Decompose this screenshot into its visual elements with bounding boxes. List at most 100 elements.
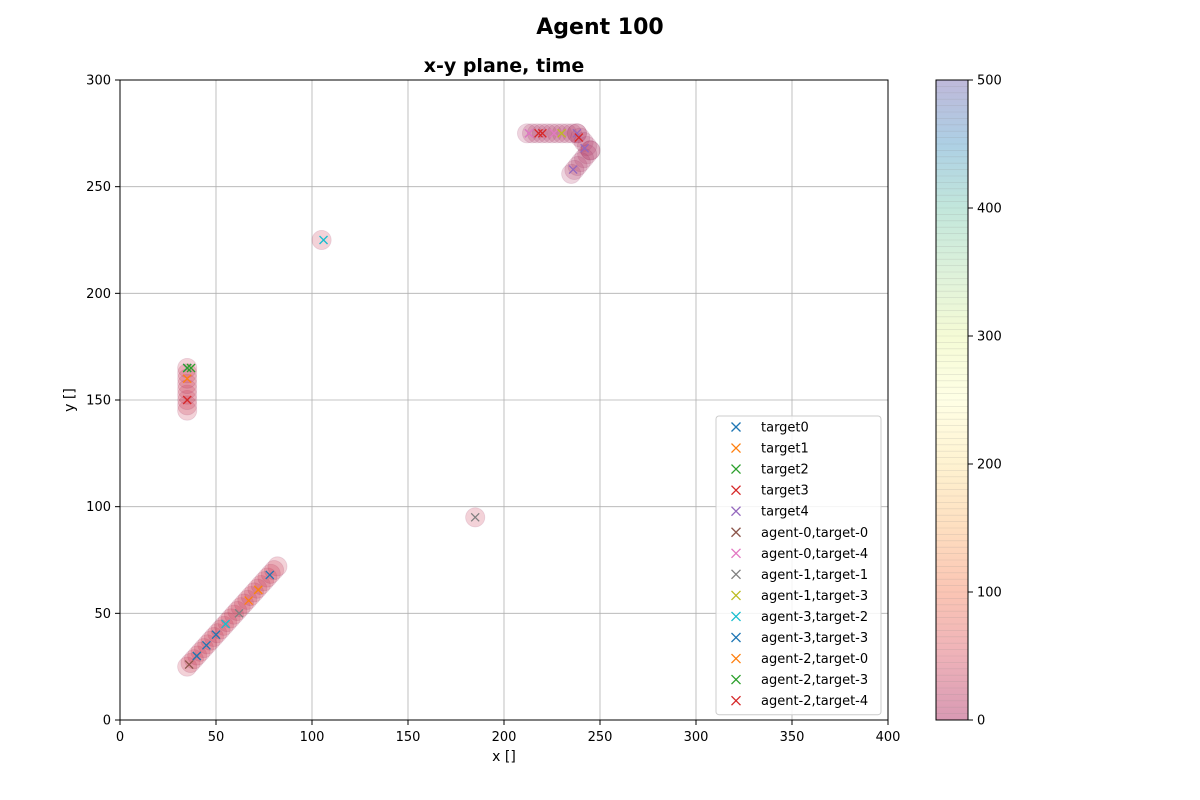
x-marker (731, 695, 741, 706)
x-marker (182, 374, 192, 384)
y-tick-label: 200 (86, 287, 111, 302)
legend-entry: target0 (731, 421, 809, 436)
x-marker (182, 395, 192, 405)
x-marker (731, 506, 741, 517)
trajectory-dot (223, 604, 244, 625)
x-tick-label: 350 (780, 730, 805, 745)
trajectory-dot (517, 123, 538, 144)
trajectory-dot (580, 140, 601, 161)
trajectory-dot (177, 379, 198, 400)
trajectory-dot (577, 144, 598, 165)
colorbar-tick-label: 200 (977, 458, 1002, 473)
legend-label: agent-2,target-3 (761, 673, 868, 688)
figure-suptitle: Agent 100 (536, 15, 663, 40)
y-tick-label: 0 (103, 714, 111, 729)
legend-label: agent-0,target-0 (761, 526, 868, 541)
x-tick-label: 50 (208, 730, 225, 745)
legend-label: agent-1,target-3 (761, 589, 868, 604)
y-tick-label: 100 (86, 500, 111, 515)
colorbar-tick-label: 400 (977, 202, 1002, 217)
x-tick-label: 100 (300, 730, 325, 745)
x-marker (568, 165, 578, 175)
x-marker (265, 570, 275, 580)
x-marker (221, 619, 231, 629)
legend: target0 target1 target2 target3 target4 agent… (715, 415, 882, 716)
legend-entry: target2 (731, 463, 809, 478)
x-marker (184, 660, 194, 669)
trajectory-dot (311, 229, 332, 250)
trajectory-dot (561, 163, 582, 184)
legend-entry: agent-2,target-3 (731, 673, 868, 688)
legend-box (715, 415, 882, 716)
x-marker (557, 128, 567, 138)
trajectory-dot (250, 574, 271, 595)
x-marker (731, 548, 741, 559)
colorbar-tick-label: 300 (977, 330, 1002, 345)
x-marker (731, 569, 741, 580)
trajectory-dot (564, 159, 585, 180)
x-marker (731, 632, 741, 643)
legend-entry: agent-2,target-4 (731, 694, 868, 709)
y-axis-label: y [] (62, 388, 78, 412)
x-marker (731, 485, 741, 496)
x-marker (731, 464, 741, 475)
x-marker (319, 235, 328, 245)
legend-entry: target4 (731, 505, 809, 520)
y-tick-label: 150 (86, 394, 111, 409)
x-marker (201, 640, 211, 650)
colorbar-tick-label: 0 (977, 714, 985, 729)
legend-entry: target1 (731, 442, 809, 457)
trajectory-dot (244, 582, 265, 603)
x-marker (253, 585, 263, 595)
x-marker (731, 674, 741, 685)
y-tick-label: 50 (94, 607, 111, 622)
legend-entry: agent-3,target-2 (731, 610, 868, 625)
trajectory-dot (177, 400, 198, 421)
x-tick-label: 400 (876, 730, 901, 745)
legend-entry: agent-3,target-3 (731, 631, 868, 646)
y-ticks: 0 50 100 150 200 250 300 (86, 74, 120, 729)
x-tick-label: 150 (396, 730, 421, 745)
x-tick-label: 0 (116, 730, 124, 745)
x-marker (731, 527, 741, 538)
y-tick-label: 250 (86, 180, 111, 195)
legend-entry: agent-0,target-0 (731, 526, 868, 541)
colorbar-contour-lines (936, 79, 968, 721)
x-ticks: 0 50 100 150 200 250 300 350 400 (116, 720, 901, 745)
y-tick-label: 300 (86, 74, 111, 89)
x-tick-label: 200 (492, 730, 517, 745)
x-axis-label: x [] (492, 749, 516, 765)
legend-label: target4 (761, 505, 809, 520)
x-marker (731, 443, 741, 454)
x-marker (470, 512, 480, 522)
chart-title: x-y plane, time (424, 55, 585, 77)
legend-entry: agent-1,target-1 (731, 568, 868, 583)
colorbar-ticks: 0 100 200 300 400 500 (968, 74, 1002, 729)
legend-label: agent-2,target-0 (761, 652, 868, 667)
legend-label: target2 (761, 463, 809, 478)
x-marker (731, 611, 741, 622)
x-marker (537, 128, 547, 138)
colorbar-gradient (936, 80, 968, 720)
x-marker (580, 143, 590, 153)
trajectory-dot (527, 123, 548, 144)
markers (182, 128, 590, 669)
legend-entry: agent-0,target-4 (731, 547, 868, 562)
legend-label: agent-1,target-1 (761, 568, 868, 583)
colorbar: 0 100 200 300 400 500 (935, 74, 1002, 729)
x-tick-label: 250 (588, 730, 613, 745)
trajectory-dot (546, 123, 567, 144)
legend-entry: agent-1,target-3 (731, 589, 868, 604)
x-marker (574, 133, 584, 143)
trajectory-dot (580, 140, 601, 161)
x-marker (524, 128, 534, 138)
trajectory-dot (537, 123, 558, 144)
plot-area: 0 50 100 150 200 250 300 350 400 0 50 100 150 200 250… (86, 74, 900, 746)
x-marker (234, 608, 244, 618)
legend-label: agent-0,target-4 (761, 547, 868, 562)
trajectory-dot (240, 586, 261, 607)
x-marker (244, 596, 254, 605)
colorbar-frame (935, 79, 969, 721)
trajectory-dot (177, 373, 198, 394)
